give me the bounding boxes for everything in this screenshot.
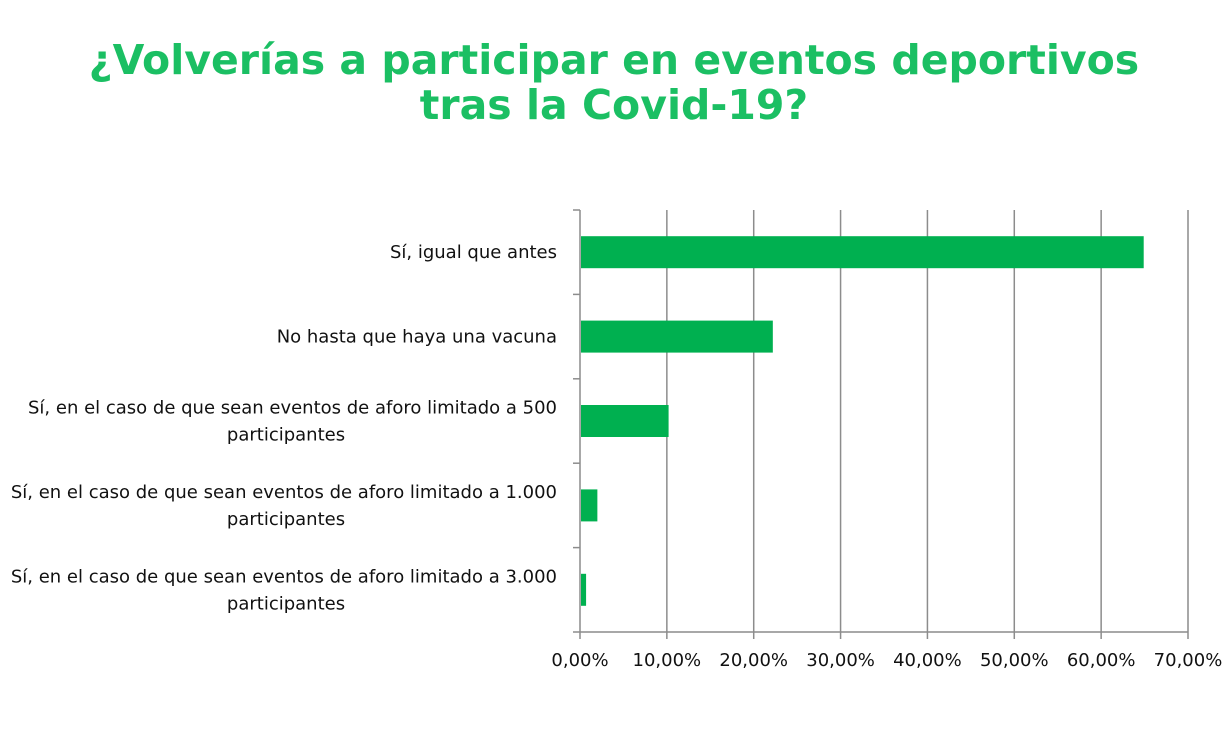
x-tick-label-0: 0,00% xyxy=(551,650,608,671)
x-tick-label-6: 60,00% xyxy=(1067,650,1136,671)
chart-title-line-2: tras la Covid-19? xyxy=(419,81,809,129)
bar-4 xyxy=(581,573,587,606)
bar-1 xyxy=(581,320,773,353)
x-tick-label-4: 40,00% xyxy=(893,650,962,671)
x-tick-label-1: 10,00% xyxy=(633,650,702,671)
category-label-4-line-0: Sí, en el caso de que sean eventos de af… xyxy=(11,566,557,587)
bar-2 xyxy=(581,405,669,437)
category-label-0-line-0: Sí, igual que antes xyxy=(390,242,557,263)
x-tick-label-7: 70,00% xyxy=(1154,650,1223,671)
category-label-3-line-1: participantes xyxy=(227,509,345,530)
category-label-2-line-1: participantes xyxy=(227,425,345,446)
chart-title: ¿Volverías a participar en eventos depor… xyxy=(0,38,1228,128)
category-label-2-line-0: Sí, en el caso de que sean eventos de af… xyxy=(28,398,557,419)
category-label-4-line-1: participantes xyxy=(227,593,345,614)
category-label-1-line-0: No hasta que haya una vacuna xyxy=(277,327,557,348)
x-tick-label-5: 50,00% xyxy=(980,650,1049,671)
chart-title-line-1: ¿Volverías a participar en eventos depor… xyxy=(88,36,1140,84)
bar-0 xyxy=(581,236,1144,269)
category-label-3-line-0: Sí, en el caso de que sean eventos de af… xyxy=(11,482,557,503)
x-tick-label-3: 30,00% xyxy=(806,650,875,671)
bar-3 xyxy=(581,489,598,522)
x-tick-label-2: 20,00% xyxy=(719,650,788,671)
